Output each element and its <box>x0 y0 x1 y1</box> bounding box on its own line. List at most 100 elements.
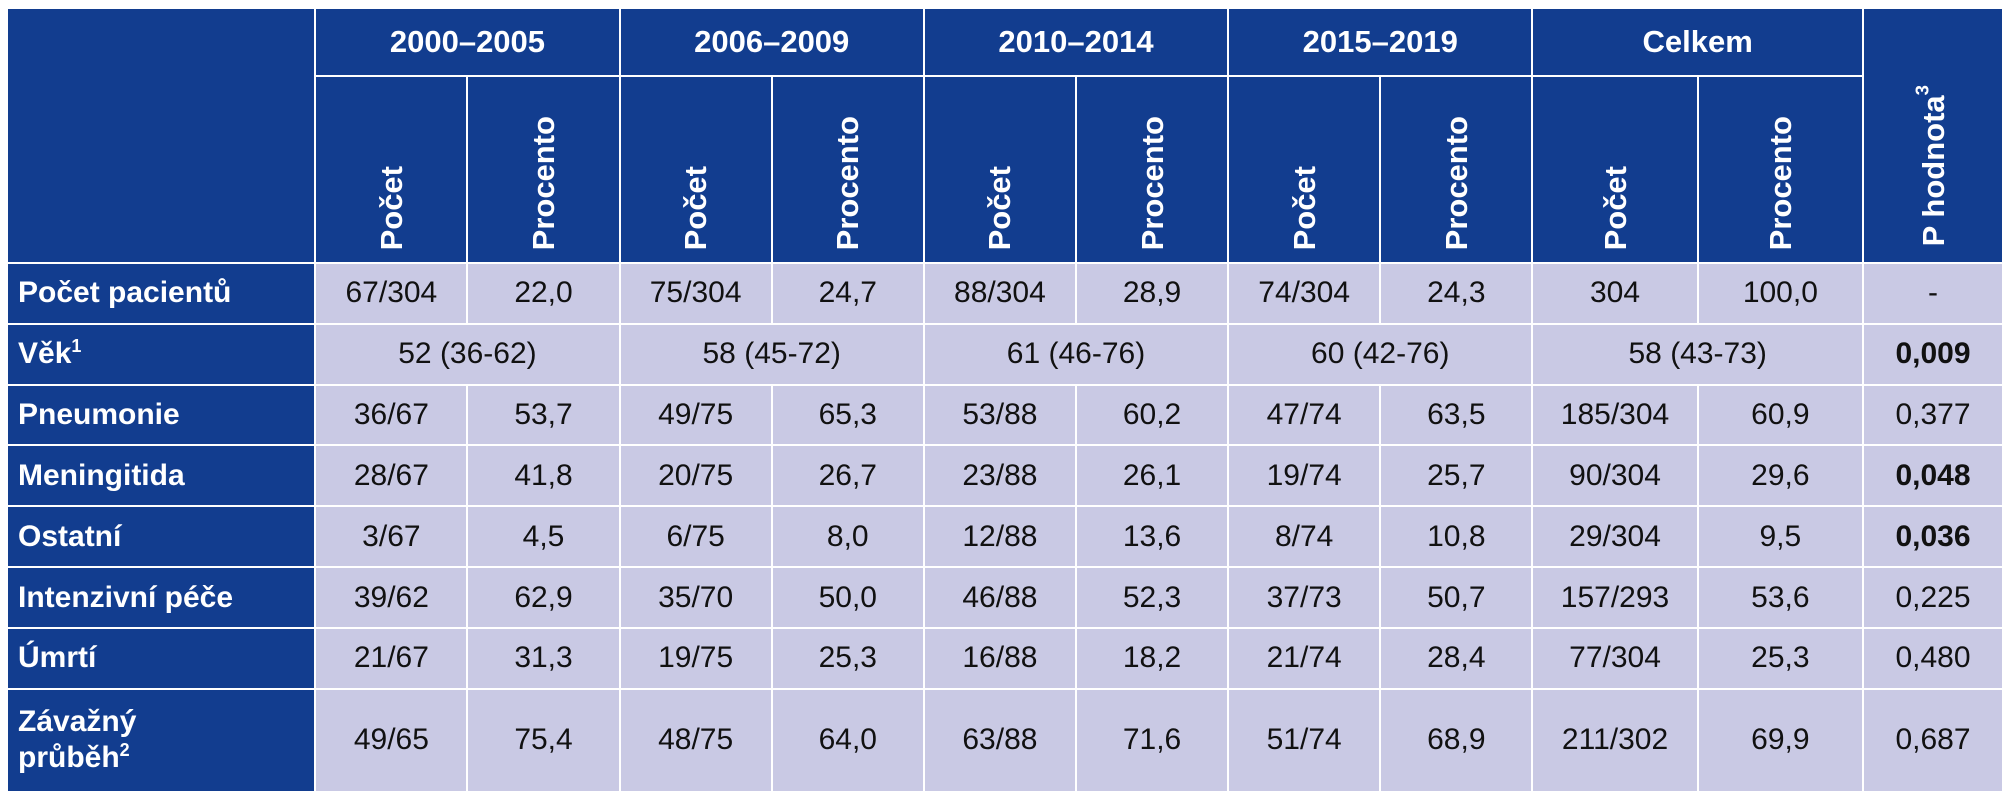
row-label: Pneumonie <box>5 383 317 447</box>
percent-header: Procento <box>770 75 925 264</box>
pvalue-cell: - <box>1862 262 2004 325</box>
table-row: Počet pacientů 67/304 22,0 75/304 24,7 8… <box>5 262 2004 325</box>
footnote-mark: 1 <box>71 336 82 357</box>
table-cell: 75/304 <box>618 262 773 325</box>
table-cell: 67/304 <box>314 262 469 325</box>
table-cell: 60,9 <box>1696 383 1865 447</box>
table-cell: 4,5 <box>466 505 621 569</box>
percent-header: Procento <box>1696 75 1865 264</box>
table-cell: 185/304 <box>1531 383 1699 447</box>
percent-header: Procento <box>466 75 621 264</box>
header-row-subcolumns: Počet Procento Počet Procento Počet Proc… <box>7 75 2003 264</box>
count-header: Počet <box>1227 75 1382 264</box>
table-cell: 24,3 <box>1379 262 1534 325</box>
table-cell: 28/67 <box>314 444 469 508</box>
data-table: 2000–2005 2006–2009 2010–2014 2015–2019 … <box>5 7 2004 794</box>
table-cell: 49/75 <box>618 383 773 447</box>
table-cell: 35/70 <box>618 566 773 629</box>
table-cell: 25,3 <box>1696 626 1865 690</box>
table-cell: 36/67 <box>314 383 469 447</box>
table-cell: 18,2 <box>1074 626 1230 690</box>
pvalue-cell: 0,225 <box>1862 566 2004 629</box>
pvalue-cell: 0,036 <box>1862 505 2004 569</box>
footnote-mark: 2 <box>119 740 130 761</box>
corner-cell <box>5 7 317 264</box>
count-header: Počet <box>1531 75 1699 264</box>
pvalue-cell: 0,480 <box>1862 626 2004 690</box>
table-cell: 12/88 <box>922 505 1077 569</box>
table-row: Úmrtí 21/67 31,3 19/75 25,3 16/88 18,2 2… <box>5 626 2004 690</box>
table-cell: 77/304 <box>1531 626 1699 690</box>
table-cell: 51/74 <box>1227 687 1382 794</box>
row-label: Věk1 <box>5 322 317 386</box>
table-container: 2000–2005 2006–2009 2010–2014 2015–2019 … <box>5 7 2004 794</box>
table-row: Pneumonie 36/67 53,7 49/75 65,3 53/88 60… <box>5 383 2004 447</box>
percent-header: Procento <box>1074 75 1230 264</box>
row-label: Intenzivní péče <box>5 566 317 629</box>
table-cell: 58 (43-73) <box>1531 322 1865 386</box>
table-cell: 52 (36-62) <box>314 322 621 386</box>
table-row: Závažný průběh2 49/65 75,4 48/75 64,0 63… <box>5 687 2004 794</box>
table-cell: 21/67 <box>314 626 469 690</box>
table-cell: 28,4 <box>1379 626 1534 690</box>
pvalue-label: P hodnota <box>1915 95 1951 246</box>
table-cell: 53,6 <box>1696 566 1865 629</box>
pvalue-cell: 0,048 <box>1862 444 2004 508</box>
table-cell: 9,5 <box>1696 505 1865 569</box>
row-label: Ostatní <box>5 505 317 569</box>
pvalue-cell: 0,377 <box>1862 383 2004 447</box>
table-cell: 19/75 <box>618 626 773 690</box>
table-cell: 69,9 <box>1696 687 1865 794</box>
table-cell: 211/302 <box>1531 687 1699 794</box>
table-cell: 68,9 <box>1379 687 1534 794</box>
table-cell: 74/304 <box>1227 262 1382 325</box>
table-cell: 64,0 <box>770 687 925 794</box>
table-cell: 10,8 <box>1379 505 1534 569</box>
table-cell: 20/75 <box>618 444 773 508</box>
table-cell: 3/67 <box>314 505 469 569</box>
percent-header: Procento <box>1379 75 1534 264</box>
table-cell: 65,3 <box>770 383 925 447</box>
table-row: Meningitida 28/67 41,8 20/75 26,7 23/88 … <box>5 444 2004 508</box>
table-cell: 53/88 <box>922 383 1077 447</box>
header-row-periods: 2000–2005 2006–2009 2010–2014 2015–2019 … <box>5 7 2004 264</box>
row-label: Úmrtí <box>5 626 317 690</box>
period-header: 2010–2014 <box>922 7 1230 77</box>
table-cell: 62,9 <box>466 566 621 629</box>
pvalue-cell: 0,009 <box>1862 322 2004 386</box>
table-cell: 19/74 <box>1227 444 1382 508</box>
table-cell: 52,3 <box>1074 566 1230 629</box>
table-cell: 304 <box>1531 262 1699 325</box>
table-cell: 28,9 <box>1074 262 1230 325</box>
table-cell: 13,6 <box>1074 505 1230 569</box>
row-label-text: Věk <box>18 337 72 371</box>
table-cell: 29/304 <box>1531 505 1699 569</box>
table-cell: 48/75 <box>618 687 773 794</box>
pvalue-footnote-mark: 3 <box>1911 84 1933 96</box>
row-label: Meningitida <box>5 444 317 508</box>
period-header: 2015–2019 <box>1227 7 1534 77</box>
table-cell: 58 (45-72) <box>618 322 925 386</box>
pvalue-header: P hodnota3 <box>1862 7 2004 264</box>
table-cell: 26,7 <box>770 444 925 508</box>
table-cell: 29,6 <box>1696 444 1865 508</box>
table-row: Věk1 52 (36-62) 58 (45-72) 61 (46-76) 60… <box>5 322 2004 386</box>
table-cell: 50,7 <box>1379 566 1534 629</box>
table-cell: 8,0 <box>770 505 925 569</box>
table-cell: 49/65 <box>314 687 469 794</box>
count-header: Počet <box>618 75 773 264</box>
table-cell: 61 (46-76) <box>922 322 1230 386</box>
table-cell: 75,4 <box>466 687 621 794</box>
pvalue-cell: 0,687 <box>1862 687 2004 794</box>
table-cell: 16/88 <box>922 626 1077 690</box>
table-cell: 60,2 <box>1074 383 1230 447</box>
table-cell: 37/73 <box>1227 566 1382 629</box>
table-cell: 24,7 <box>770 262 925 325</box>
table-cell: 100,0 <box>1696 262 1865 325</box>
table-cell: 157/293 <box>1531 566 1699 629</box>
row-label: Závažný průběh2 <box>5 687 317 794</box>
table-cell: 25,3 <box>770 626 925 690</box>
table-cell: 63/88 <box>922 687 1077 794</box>
period-header: Celkem <box>1531 7 1865 77</box>
table-row: Intenzivní péče 39/62 62,9 35/70 50,0 46… <box>5 566 2004 629</box>
